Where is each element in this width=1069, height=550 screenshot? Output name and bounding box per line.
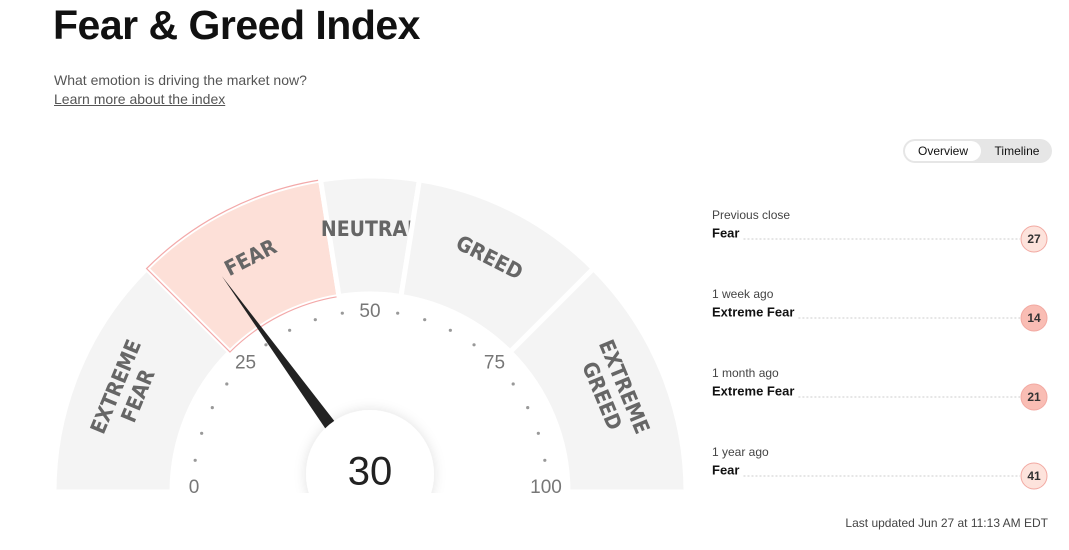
history-rating: Extreme Fear [712, 304, 794, 319]
minor-dot [396, 311, 400, 315]
tick-label: 100 [530, 477, 562, 498]
history-value: 14 [1027, 311, 1041, 325]
history-badge [1020, 304, 1048, 332]
learn-more-link[interactable]: Learn more about the index [54, 91, 226, 107]
minor-dot [536, 431, 540, 435]
history-badge [1020, 383, 1048, 411]
title: Fear & Greed Index [53, 2, 420, 48]
minor-dot [423, 318, 427, 322]
tick-label: 25 [235, 353, 256, 374]
history-rating: Extreme Fear [712, 383, 794, 398]
minor-dot [313, 318, 317, 322]
history-badge [1020, 462, 1048, 490]
gauge-segment [506, 265, 689, 495]
tick-label: 75 [484, 353, 505, 374]
disc-cover [290, 493, 450, 550]
history-when: 1 week ago [712, 287, 774, 301]
minor-dot [288, 328, 292, 332]
tab[interactable]: Overview [905, 141, 981, 161]
minor-dot [210, 406, 214, 410]
tick-label: 0 [189, 477, 200, 498]
segment-label: NEUTRAL [321, 217, 419, 241]
history-when: 1 month ago [712, 366, 779, 380]
history-when: 1 year ago [712, 445, 769, 459]
history-when: Previous close [712, 208, 790, 222]
tab[interactable]: Timeline [994, 144, 1040, 158]
history-rating: Fear [712, 462, 739, 477]
minor-dot [200, 431, 204, 435]
subtitle: What emotion is driving the market now? [54, 72, 307, 88]
history-value: 41 [1027, 469, 1041, 483]
minor-dot [193, 458, 197, 462]
minor-dot [225, 382, 229, 386]
minor-dot [448, 328, 452, 332]
minor-dot [543, 458, 547, 462]
history-badge [1020, 225, 1048, 253]
minor-dot [472, 343, 476, 347]
history-rating: Fear [712, 225, 739, 240]
minor-dot [511, 382, 515, 386]
tab-switch: Overview Timeline [903, 139, 1052, 163]
tick-label: 50 [359, 301, 380, 322]
current-value: 30 [348, 450, 393, 494]
minor-dot [264, 343, 268, 347]
history-value: 27 [1027, 232, 1041, 246]
minor-dot [340, 311, 344, 315]
minor-dot [526, 406, 530, 410]
history-value: 21 [1027, 390, 1041, 404]
last-updated: Last updated Jun 27 at 11:13 AM EDT [845, 516, 1048, 530]
